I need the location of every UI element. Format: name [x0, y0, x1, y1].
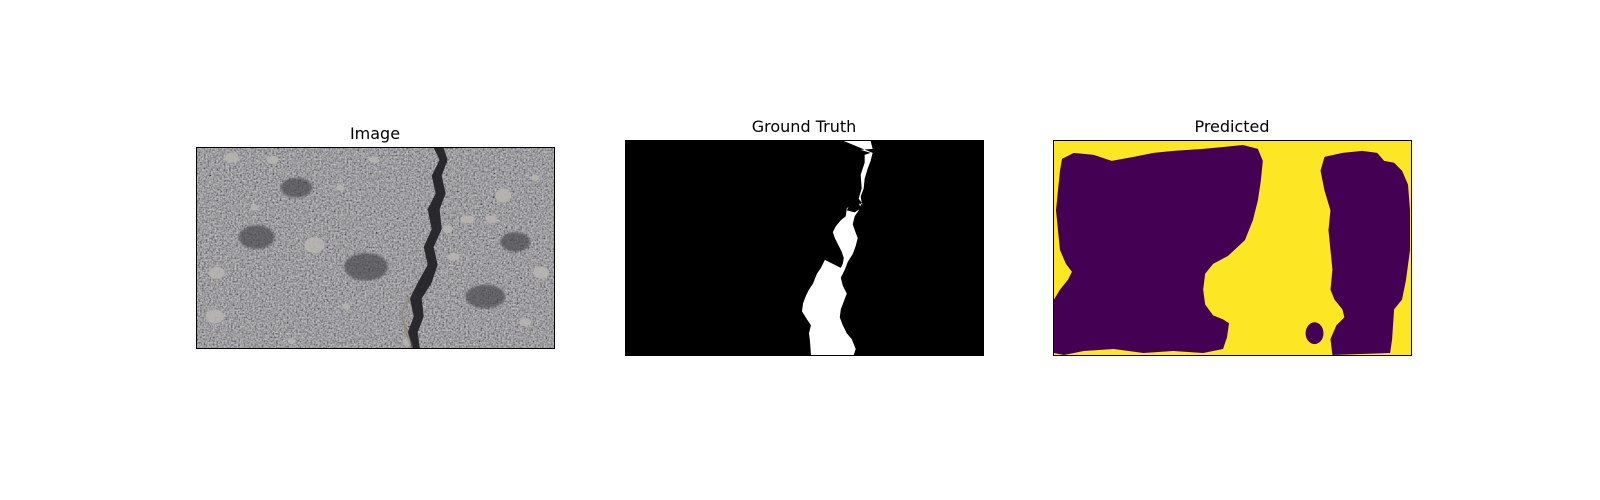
asphalt-photo-canvas: [197, 148, 554, 348]
mask-crack-notch: [846, 202, 861, 213]
mask-crack-region: [802, 141, 873, 355]
ground-truth-panel-title: Ground Truth: [751, 117, 857, 136]
asphalt-photo: [196, 147, 555, 349]
predicted-negative-region-right: [1320, 150, 1411, 355]
ground-truth-canvas: [626, 141, 983, 355]
predicted-negative-region-left: [1054, 144, 1263, 355]
crack-edge: [400, 295, 414, 348]
asphalt-stones: [205, 152, 550, 347]
predicted-canvas: [1054, 141, 1411, 355]
predicted-negative-blob: [1305, 322, 1324, 345]
mask-background: [626, 141, 983, 355]
predicted-panel-title: Predicted: [1194, 117, 1270, 136]
crack: [407, 148, 448, 348]
image-panel-title: Image: [349, 124, 401, 143]
asphalt-dark-patches: [238, 177, 531, 309]
ground-truth-mask: [625, 140, 984, 356]
predicted-mask: [1053, 140, 1412, 356]
